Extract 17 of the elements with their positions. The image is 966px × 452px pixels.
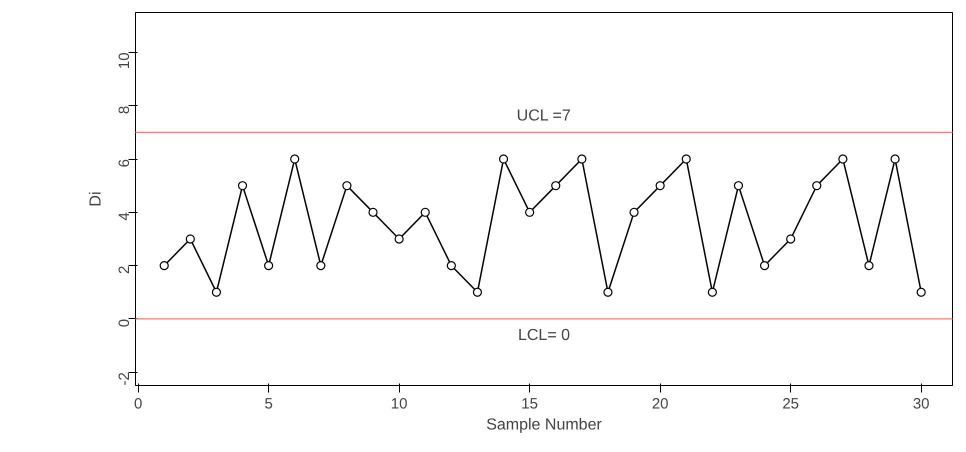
x-tick-label: 20 xyxy=(652,396,668,412)
y-tick-label: 10 xyxy=(116,52,133,70)
y-tick-label: 4 xyxy=(116,212,133,221)
y-tick-label: 0 xyxy=(116,318,133,328)
y-tick-label: -2 xyxy=(116,372,133,386)
x-tick-label: 10 xyxy=(390,396,408,412)
x-tick-label: 30 xyxy=(912,396,930,412)
x-tick-label: 25 xyxy=(782,396,800,412)
y-tick-label: 6 xyxy=(116,159,133,168)
ref-line-label: LCL= 0 xyxy=(518,326,570,344)
ref-line-label: UCL =7 xyxy=(516,107,571,124)
y-tick-label: 2 xyxy=(116,266,133,274)
x-tick-label: 15 xyxy=(521,396,538,412)
x-tick-label: 5 xyxy=(264,396,273,412)
y-tick-label: 8 xyxy=(116,106,133,114)
y-axis-title: Di xyxy=(88,191,104,207)
x-axis-title: Sample Number xyxy=(486,416,602,434)
